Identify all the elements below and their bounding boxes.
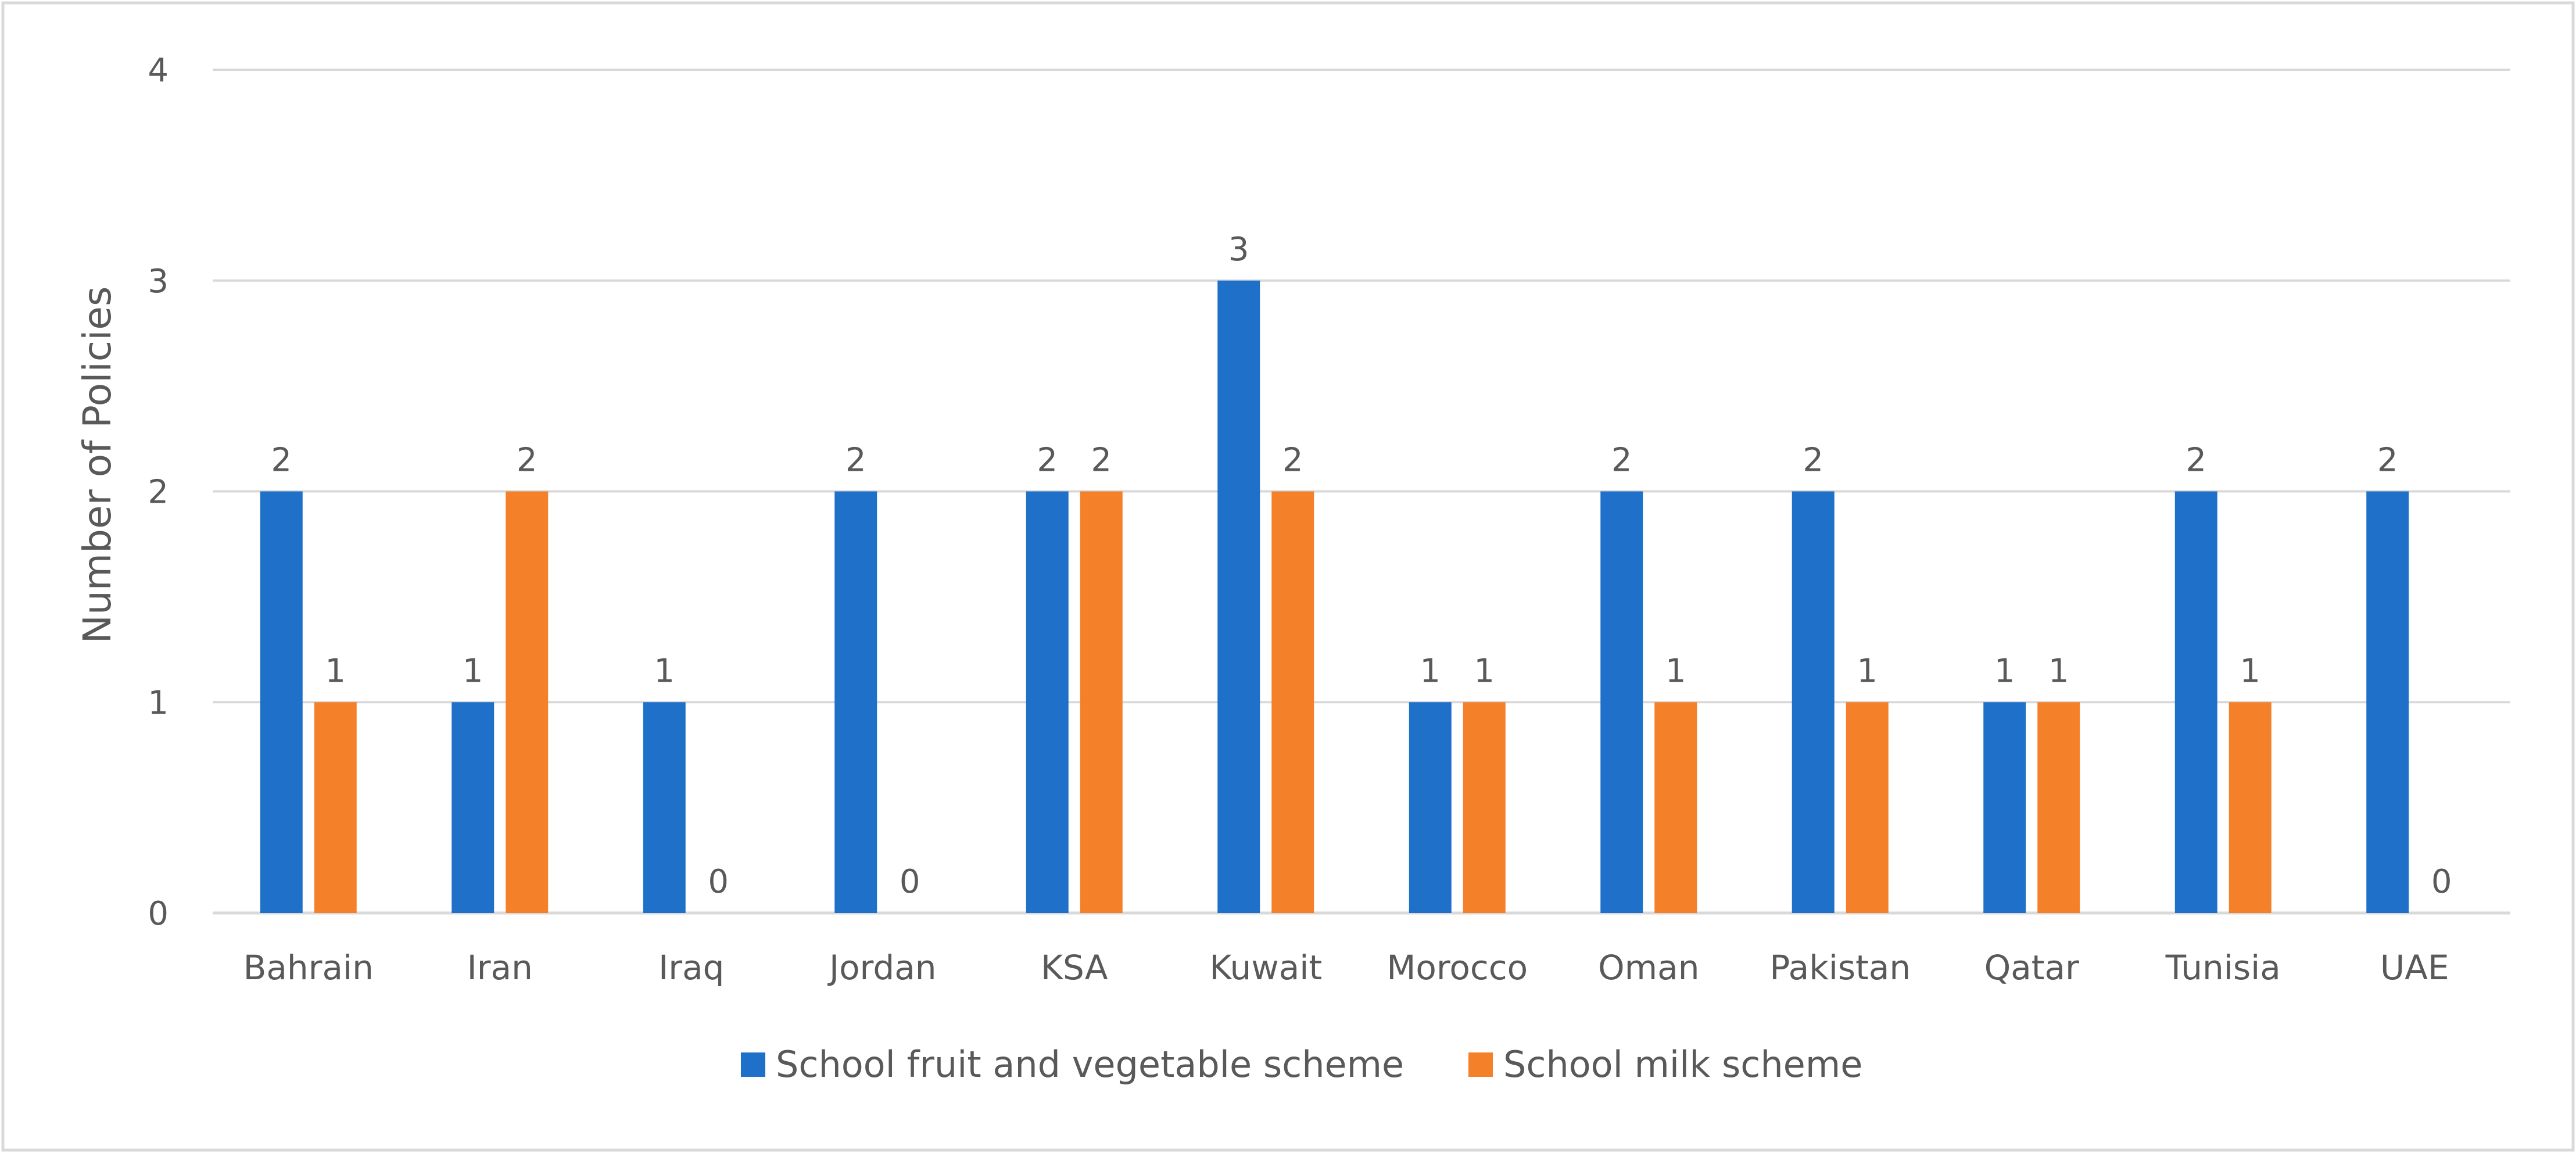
bar-fruit-vegetable-oman bbox=[1600, 491, 1643, 913]
x-tick-label-pakistan: Pakistan bbox=[1769, 948, 1911, 987]
legend-label-milk: School milk scheme bbox=[1503, 1043, 1862, 1086]
data-label-milk-qatar: 1 bbox=[2048, 652, 2069, 690]
bar-fruit-vegetable-tunisia bbox=[2174, 491, 2217, 913]
data-label-milk-iran: 2 bbox=[517, 442, 538, 479]
bar-fruit-vegetable-ksa bbox=[1026, 491, 1069, 913]
bar-milk-bahrain bbox=[314, 702, 357, 913]
legend: School fruit and vegetable scheme School… bbox=[741, 1043, 1862, 1086]
data-label-fruit-vegetable-tunisia: 2 bbox=[2186, 442, 2206, 479]
bar-fruit-vegetable-bahrain bbox=[260, 491, 303, 913]
x-tick-label-jordan: Jordan bbox=[827, 948, 937, 987]
bar-milk-oman bbox=[1654, 702, 1697, 913]
gridlines bbox=[213, 69, 2510, 915]
y-tick-label-1: 1 bbox=[148, 684, 169, 722]
data-label-fruit-vegetable-morocco: 1 bbox=[1420, 652, 1441, 690]
x-tick-label-oman: Oman bbox=[1598, 948, 1699, 987]
x-tick-label-iraq: Iraq bbox=[658, 948, 724, 987]
bar-milk-morocco bbox=[1463, 702, 1506, 913]
legend-swatch-fruit-vegetable bbox=[741, 1052, 765, 1077]
x-tick-label-bahrain: Bahrain bbox=[243, 948, 374, 987]
data-label-milk-pakistan: 1 bbox=[1857, 652, 1878, 690]
data-label-fruit-vegetable-qatar: 1 bbox=[1994, 652, 2015, 690]
bars bbox=[260, 280, 2409, 913]
y-axis-ticks: 0 1 2 3 4 bbox=[148, 52, 169, 933]
y-tick-label-0: 0 bbox=[148, 895, 169, 933]
x-tick-label-tunisia: Tunisia bbox=[2165, 948, 2281, 987]
x-tick-label-ksa: KSA bbox=[1041, 948, 1108, 987]
bar-fruit-vegetable-pakistan bbox=[1792, 491, 1835, 913]
x-tick-label-kuwait: Kuwait bbox=[1209, 948, 1322, 987]
data-label-fruit-vegetable-pakistan: 2 bbox=[1803, 442, 1823, 479]
data-label-fruit-vegetable-iran: 1 bbox=[463, 652, 483, 690]
bar-fruit-vegetable-uae bbox=[2366, 491, 2409, 913]
data-label-fruit-vegetable-jordan: 2 bbox=[845, 442, 866, 479]
y-tick-label-4: 4 bbox=[148, 52, 169, 89]
data-label-milk-bahrain: 1 bbox=[325, 652, 346, 690]
bar-milk-kuwait bbox=[1271, 491, 1314, 913]
data-label-fruit-vegetable-iraq: 1 bbox=[654, 652, 675, 690]
data-label-fruit-vegetable-kuwait: 3 bbox=[1228, 231, 1249, 268]
x-tick-label-iran: Iran bbox=[467, 948, 533, 987]
data-label-milk-oman: 1 bbox=[1665, 652, 1686, 690]
bar-fruit-vegetable-qatar bbox=[1983, 702, 2026, 913]
bar-milk-pakistan bbox=[1846, 702, 1889, 913]
data-label-milk-tunisia: 1 bbox=[2240, 652, 2260, 690]
bar-milk-tunisia bbox=[2229, 702, 2272, 913]
bar-milk-qatar bbox=[2037, 702, 2080, 913]
data-label-fruit-vegetable-ksa: 2 bbox=[1037, 442, 1058, 479]
y-tick-label-3: 3 bbox=[148, 263, 169, 300]
bar-milk-iran bbox=[506, 491, 549, 913]
bar-fruit-vegetable-iraq bbox=[643, 702, 686, 913]
bar-fruit-vegetable-jordan bbox=[834, 491, 877, 913]
x-axis-labels: Bahrain Iran Iraq Jordan KSA Kuwait Morocco Oma… bbox=[243, 948, 2449, 987]
legend-swatch-milk bbox=[1468, 1052, 1493, 1077]
y-tick-label-2: 2 bbox=[148, 474, 169, 511]
bar-fruit-vegetable-iran bbox=[452, 702, 495, 913]
data-label-milk-ksa: 2 bbox=[1091, 442, 1112, 479]
x-tick-label-morocco: Morocco bbox=[1386, 948, 1528, 987]
data-label-fruit-vegetable-oman: 2 bbox=[1611, 442, 1632, 479]
legend-label-fruit-vegetable: School fruit and vegetable scheme bbox=[776, 1043, 1404, 1086]
x-tick-label-uae: UAE bbox=[2380, 948, 2449, 987]
y-axis-title: Number of Policies bbox=[75, 287, 120, 644]
data-label-milk-kuwait: 2 bbox=[1282, 442, 1303, 479]
data-label-fruit-vegetable-uae: 2 bbox=[2377, 442, 2398, 479]
x-tick-label-qatar: Qatar bbox=[1984, 948, 2079, 987]
data-label-milk-iraq: 0 bbox=[708, 863, 729, 901]
bar-milk-ksa bbox=[1080, 491, 1123, 913]
data-label-fruit-vegetable-bahrain: 2 bbox=[271, 442, 292, 479]
bar-fruit-vegetable-kuwait bbox=[1217, 280, 1260, 913]
bar-fruit-vegetable-morocco bbox=[1409, 702, 1452, 913]
data-label-milk-morocco: 1 bbox=[1474, 652, 1495, 690]
data-label-milk-uae: 0 bbox=[2431, 863, 2452, 901]
data-label-milk-jordan: 0 bbox=[900, 863, 920, 901]
